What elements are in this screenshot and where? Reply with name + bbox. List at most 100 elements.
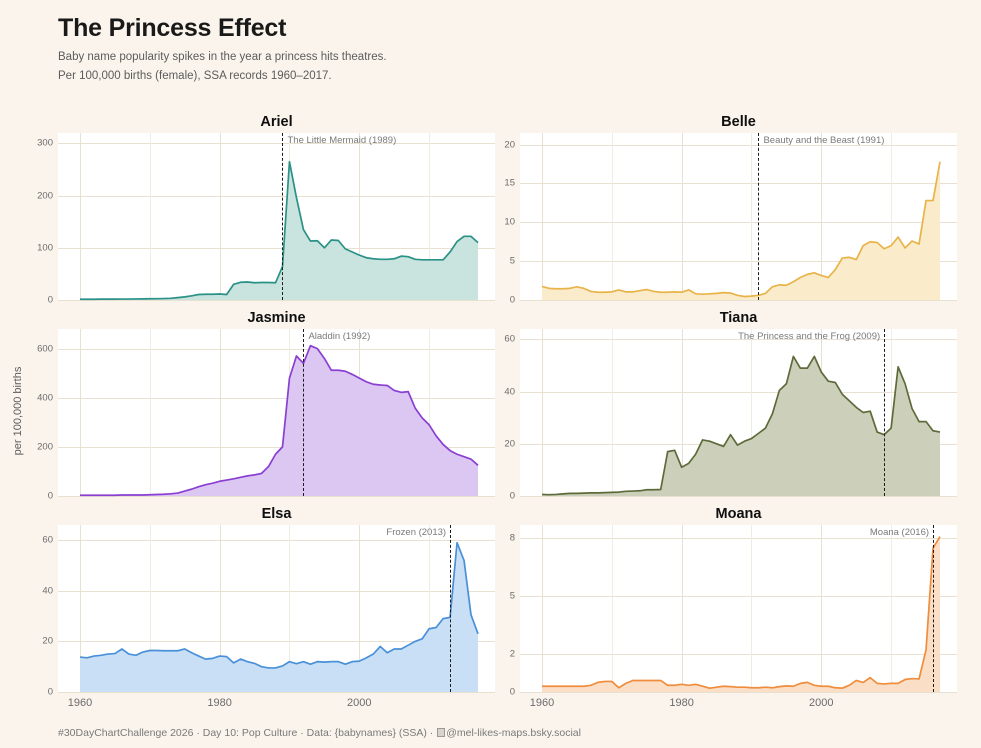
plot-area-ariel: 0 100 200 300 The Little Mermaid (1989)	[37, 133, 495, 306]
plot-area-belle: 0 5 10 15 20 Beauty and the Beast (1991)	[504, 133, 957, 306]
series-moana	[542, 536, 941, 692]
gridline-horizontal	[520, 300, 957, 301]
x-tick-label: 1980	[669, 697, 694, 709]
panel-title-ariel: Ariel	[260, 114, 293, 130]
event-annotation-label: Frozen (2013)	[386, 527, 447, 538]
panel-title-moana: Moana	[715, 506, 762, 522]
area-fill	[80, 161, 478, 300]
gridline-vertical-major	[80, 329, 81, 496]
gridline-horizontal	[520, 692, 957, 693]
plot-area-jasmine: 0 200 400 600 Aladdin (1992)	[37, 329, 495, 502]
y-tick-label: 20	[504, 438, 515, 450]
gridline-horizontal	[58, 692, 495, 693]
gridline-horizontal	[520, 538, 957, 540]
event-annotation-label: The Little Mermaid (1989)	[287, 135, 397, 146]
gridline-vertical-major	[542, 133, 543, 300]
area-fill	[542, 161, 940, 300]
series-tiana	[541, 355, 941, 496]
gridline-vertical-minor	[289, 525, 291, 692]
gridline-vertical-minor	[751, 525, 753, 692]
gridline-vertical-minor	[611, 133, 613, 300]
y-tick-label: 15	[504, 177, 515, 189]
y-tick-label: 5	[509, 255, 515, 267]
series-elsa	[79, 541, 479, 692]
series-line	[79, 541, 479, 669]
gridline-horizontal	[520, 653, 957, 655]
gridline-horizontal	[58, 300, 495, 301]
x-tick-label: 1980	[207, 697, 232, 709]
gridline-horizontal	[520, 391, 957, 393]
footer-handle: @mel-likes-maps.bsky.social	[446, 727, 581, 739]
gridline-vertical-minor	[429, 329, 431, 496]
y-tick-label: 0	[47, 686, 53, 698]
plot-area-elsa: 0 20 40 60 Frozen (2013) 1960 1980 2000	[42, 525, 495, 709]
gridline-horizontal	[58, 641, 495, 643]
gridline-horizontal	[58, 397, 495, 399]
event-marker-line	[884, 329, 886, 496]
y-tick-label: 2	[509, 648, 515, 660]
gridline-horizontal	[58, 247, 495, 249]
gridline-horizontal	[58, 348, 495, 350]
area-fill	[542, 536, 940, 692]
subtitle-line-1: Baby name popularity spikes in the year …	[58, 50, 387, 63]
gridline-horizontal	[520, 596, 957, 598]
gridline-vertical-major	[542, 329, 543, 496]
plot-area-tiana: 0 20 40 60 The Princess and the Frog (2009)	[504, 329, 957, 502]
gridline-horizontal	[520, 222, 957, 224]
gridline-vertical-minor	[611, 525, 613, 692]
gridline-vertical-major	[681, 133, 683, 300]
gridline-horizontal	[520, 496, 957, 497]
gridline-vertical-minor	[149, 525, 151, 692]
event-annotation-label: Moana (2016)	[869, 527, 930, 538]
y-tick-label: 10	[504, 216, 515, 228]
y-tick-label: 8	[509, 532, 515, 544]
event-marker-line	[282, 133, 284, 300]
footer-text: #30DayChartChallenge 2026 · Day 10: Pop …	[58, 727, 437, 739]
event-marker-line	[933, 525, 935, 692]
y-tick-label: 5	[509, 590, 515, 602]
x-tick-label: 2000	[809, 697, 834, 709]
subtitle-line-2: Per 100,000 births (female), SSA records…	[58, 70, 332, 82]
y-tick-label: 100	[37, 242, 53, 254]
y-tick-label: 20	[42, 635, 53, 647]
y-tick-label: 0	[47, 490, 53, 502]
gridline-vertical-minor	[891, 525, 893, 692]
series-line	[542, 536, 941, 690]
gridline-vertical-minor	[429, 525, 431, 692]
gridline-horizontal	[58, 496, 495, 497]
gridline-vertical-minor	[751, 329, 753, 496]
series-line	[79, 160, 479, 301]
gridline-vertical-major	[681, 329, 683, 496]
panel-title-belle: Belle	[721, 114, 756, 130]
gridline-horizontal	[58, 143, 495, 145]
y-tick-label: 600	[37, 343, 53, 355]
gridline-vertical-major	[821, 525, 823, 692]
y-tick-label: 200	[37, 441, 53, 453]
x-tick-label: 1960	[529, 697, 555, 709]
gridline-horizontal	[520, 339, 957, 341]
series-line	[541, 161, 941, 298]
y-tick-label: 200	[37, 190, 53, 202]
gridline-vertical-major	[359, 133, 361, 300]
event-annotation-label: The Princess and the Frog (2009)	[738, 331, 881, 342]
gridline-horizontal	[520, 144, 957, 146]
y-tick-label: 40	[504, 386, 515, 398]
gridline-horizontal	[58, 195, 495, 197]
event-marker-line	[450, 525, 452, 692]
gridline-vertical-minor	[891, 329, 893, 496]
missing-glyph-box-icon	[437, 728, 446, 737]
y-tick-label: 40	[42, 585, 53, 597]
page-title: The Princess Effect	[58, 14, 287, 42]
gridline-horizontal	[58, 540, 495, 542]
gridline-vertical-minor	[891, 133, 893, 300]
series-jasmine	[80, 344, 479, 497]
gridline-horizontal	[520, 183, 957, 185]
area-fill	[80, 345, 478, 496]
gridline-horizontal	[58, 590, 495, 592]
plot-area-moana: 0 2 5 8 Moana (2016) 1960 1980 2000	[510, 525, 957, 709]
facet-grid: Ariel 0 100 200 300 The Little Mermaid (1989)…	[0, 104, 981, 714]
gridline-vertical-major	[219, 525, 221, 692]
y-tick-label: 300	[37, 137, 53, 149]
y-tick-label: 0	[47, 294, 53, 306]
area-fill	[80, 542, 478, 692]
